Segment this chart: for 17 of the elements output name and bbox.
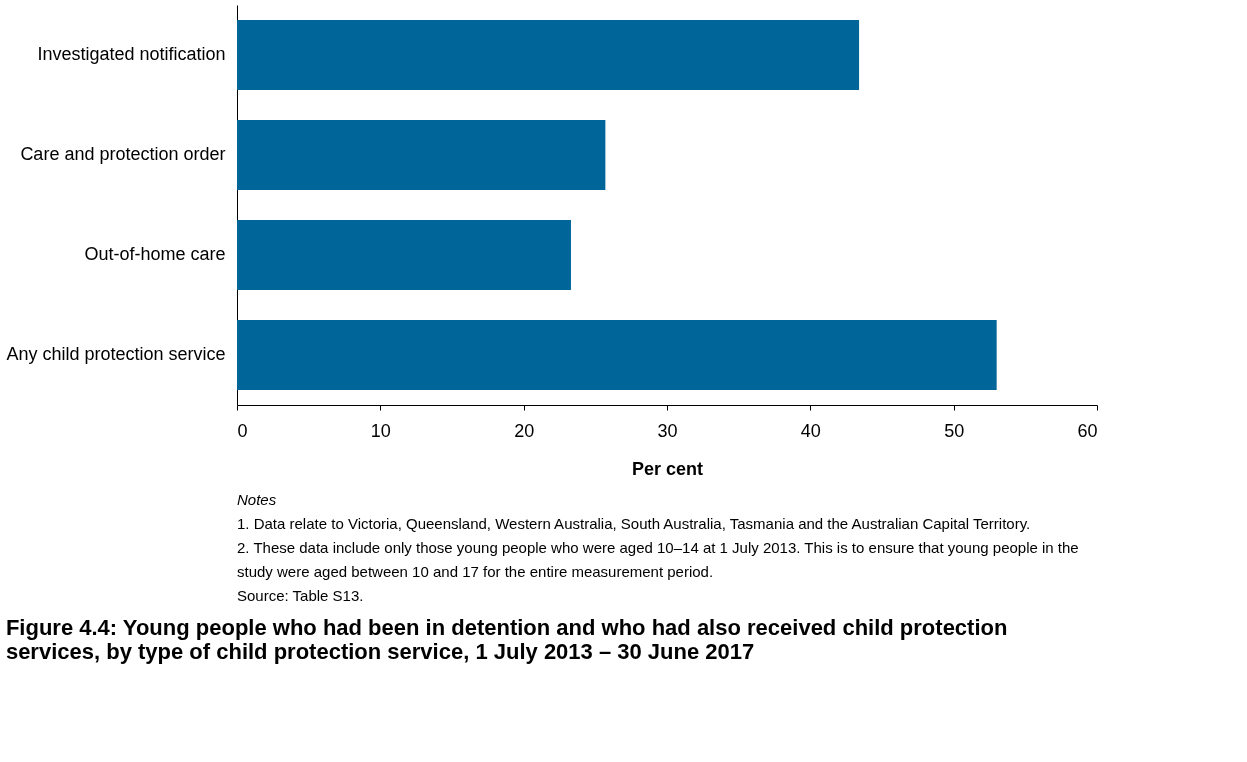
- text: 2. These data include only those young people who were aged 10–14 at 1 July 2013. This is to ensure that young people in the study were aged between 10 and 17 for the entire measurement period.: [237, 539, 1079, 580]
- y-tick-label: Any child protection service: [6, 344, 226, 364]
- source-note: Source: Table S13.: [237, 587, 364, 604]
- x-tick-label: 0: [237, 420, 248, 441]
- x-axis-title: Per cent: [631, 458, 704, 479]
- x-tick-label: 20: [514, 420, 535, 441]
- y-tick-label: Out-of-home care: [84, 244, 226, 264]
- x-tick-label: 50: [944, 420, 965, 441]
- x-tick-label: 30: [657, 420, 678, 441]
- text: Notes: [237, 491, 277, 508]
- text: 1. Data relate to Victoria, Queensland, Western Australia, South Australia, Tasmania and the Australian Capital Territory.: [237, 515, 1031, 532]
- y-tick-label: Care and protection order: [20, 144, 226, 164]
- x-tick-label: 40: [800, 420, 821, 441]
- x-tick-label: 60: [1077, 420, 1098, 441]
- y-tick-label: Investigated notification: [37, 44, 226, 64]
- x-tick-label: 10: [370, 420, 391, 441]
- text: Figure 4.4: Young people who had been in detention and who had also received child protection services, by type of child protection service, 1 July 2013 – 30 June 2017: [5, 615, 1008, 664]
